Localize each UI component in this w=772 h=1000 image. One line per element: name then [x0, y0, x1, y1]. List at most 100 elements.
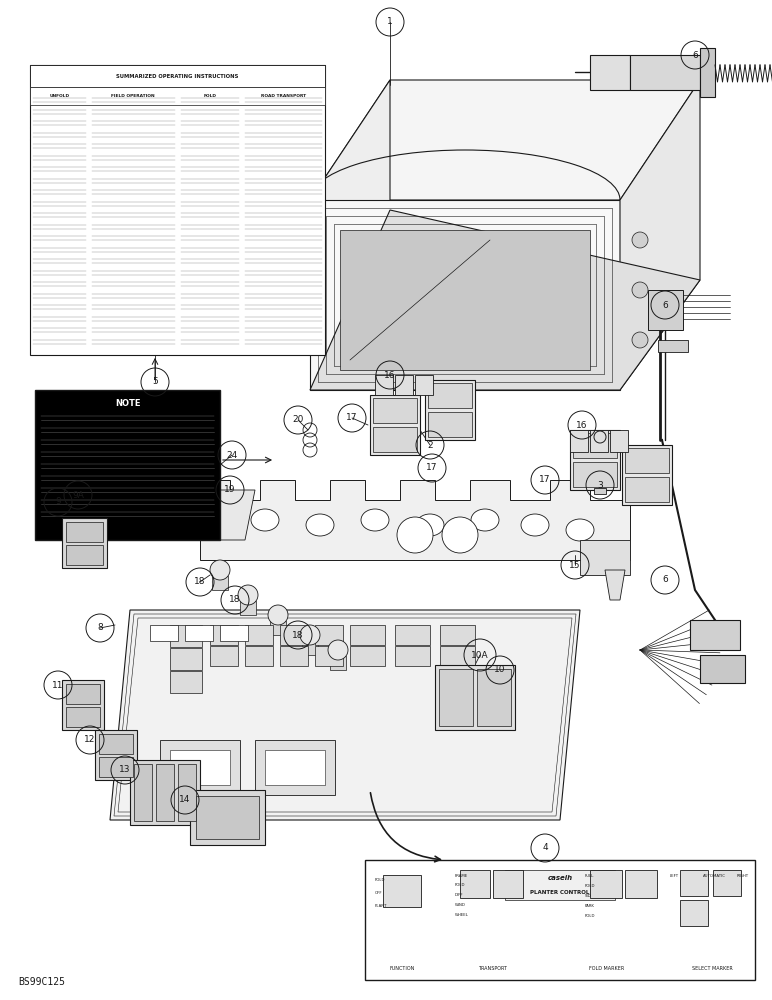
FancyBboxPatch shape [700, 655, 745, 683]
FancyBboxPatch shape [210, 646, 238, 666]
FancyBboxPatch shape [66, 545, 103, 565]
FancyBboxPatch shape [35, 390, 220, 540]
FancyBboxPatch shape [395, 646, 430, 666]
FancyBboxPatch shape [680, 900, 708, 926]
Ellipse shape [251, 509, 279, 531]
Polygon shape [310, 200, 620, 390]
Ellipse shape [471, 509, 499, 531]
FancyBboxPatch shape [428, 412, 472, 437]
Text: 12: 12 [84, 736, 96, 744]
Polygon shape [590, 55, 630, 90]
Text: FOLD: FOLD [375, 878, 385, 882]
FancyBboxPatch shape [315, 646, 343, 666]
Text: UNFOLD: UNFOLD [49, 94, 69, 98]
Text: PLANT: PLANT [375, 904, 388, 908]
Text: DIFF: DIFF [455, 893, 464, 897]
Text: 18: 18 [195, 578, 206, 586]
Text: 11: 11 [52, 680, 64, 690]
Text: PLANTER CONTROL: PLANTER CONTROL [530, 890, 590, 894]
Text: 16: 16 [384, 370, 396, 379]
Text: NOTE: NOTE [115, 399, 141, 408]
FancyBboxPatch shape [365, 860, 755, 980]
FancyBboxPatch shape [66, 707, 100, 727]
FancyBboxPatch shape [95, 730, 137, 780]
FancyBboxPatch shape [240, 601, 256, 615]
FancyBboxPatch shape [265, 750, 325, 785]
Text: 10: 10 [494, 666, 506, 674]
FancyBboxPatch shape [190, 790, 265, 845]
Circle shape [210, 560, 230, 580]
Text: 3: 3 [597, 481, 603, 489]
Text: ROAD TRANSPORT: ROAD TRANSPORT [261, 94, 306, 98]
Text: WHEEL: WHEEL [455, 913, 469, 917]
Circle shape [238, 585, 258, 605]
FancyBboxPatch shape [648, 290, 683, 330]
FancyBboxPatch shape [330, 656, 346, 670]
Text: BS99C125: BS99C125 [18, 977, 65, 987]
Text: 5: 5 [152, 377, 158, 386]
FancyBboxPatch shape [315, 625, 343, 645]
Text: FRAME: FRAME [455, 874, 469, 878]
FancyBboxPatch shape [370, 395, 420, 455]
FancyBboxPatch shape [280, 625, 308, 645]
FancyBboxPatch shape [440, 646, 475, 666]
Text: 13: 13 [119, 766, 130, 774]
Polygon shape [620, 80, 700, 390]
FancyBboxPatch shape [493, 870, 523, 898]
Circle shape [632, 282, 648, 298]
FancyBboxPatch shape [375, 375, 393, 395]
FancyBboxPatch shape [658, 340, 688, 352]
Text: FIELD OPERATION: FIELD OPERATION [111, 94, 155, 98]
FancyBboxPatch shape [212, 576, 228, 590]
FancyBboxPatch shape [570, 430, 588, 452]
FancyBboxPatch shape [570, 430, 620, 490]
Text: RIGHT: RIGHT [737, 874, 749, 878]
Circle shape [632, 332, 648, 348]
Circle shape [328, 640, 348, 660]
FancyBboxPatch shape [170, 648, 202, 670]
Text: FOLD MARKER: FOLD MARKER [589, 966, 625, 970]
FancyBboxPatch shape [302, 641, 318, 655]
FancyBboxPatch shape [573, 462, 617, 487]
Circle shape [268, 605, 288, 625]
FancyBboxPatch shape [350, 625, 385, 645]
Text: 17: 17 [540, 476, 550, 485]
FancyBboxPatch shape [625, 477, 669, 502]
FancyBboxPatch shape [477, 669, 511, 726]
FancyBboxPatch shape [573, 433, 617, 458]
Polygon shape [700, 48, 715, 97]
FancyBboxPatch shape [395, 375, 413, 395]
FancyBboxPatch shape [690, 620, 740, 650]
FancyBboxPatch shape [625, 448, 669, 473]
Text: 18: 18 [229, 595, 241, 604]
Text: 20: 20 [293, 416, 303, 424]
Text: 2: 2 [427, 440, 433, 450]
FancyBboxPatch shape [170, 750, 230, 785]
Polygon shape [200, 480, 630, 560]
Text: FOLD: FOLD [585, 884, 595, 888]
FancyBboxPatch shape [156, 764, 174, 821]
FancyBboxPatch shape [160, 740, 240, 795]
FancyBboxPatch shape [99, 734, 133, 754]
Text: 15: 15 [569, 560, 581, 570]
FancyBboxPatch shape [245, 625, 273, 645]
Polygon shape [580, 540, 630, 575]
Ellipse shape [521, 514, 549, 536]
Polygon shape [205, 490, 255, 540]
Text: caseih: caseih [547, 875, 573, 881]
Text: LEFT: LEFT [670, 874, 679, 878]
FancyBboxPatch shape [66, 684, 100, 704]
Polygon shape [310, 80, 700, 200]
FancyBboxPatch shape [440, 625, 475, 645]
FancyBboxPatch shape [134, 764, 152, 821]
Text: FOLD: FOLD [204, 94, 216, 98]
FancyBboxPatch shape [590, 870, 622, 898]
FancyBboxPatch shape [435, 665, 515, 730]
FancyBboxPatch shape [610, 430, 628, 452]
FancyBboxPatch shape [713, 870, 741, 896]
FancyBboxPatch shape [622, 445, 672, 505]
FancyBboxPatch shape [30, 87, 325, 105]
FancyBboxPatch shape [170, 625, 202, 647]
FancyBboxPatch shape [460, 870, 490, 898]
Text: 4: 4 [542, 844, 548, 852]
